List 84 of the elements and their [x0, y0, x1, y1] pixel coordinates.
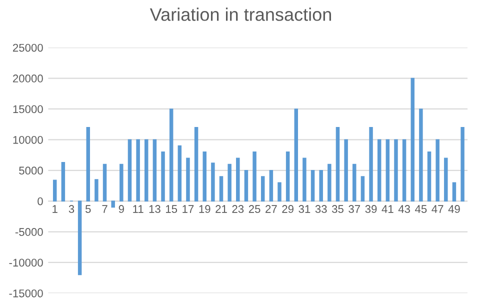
- bar: [286, 152, 290, 202]
- x-tick-label: 39: [365, 205, 377, 213]
- bar: [360, 176, 365, 202]
- y-tick-label: 5000: [19, 166, 43, 175]
- x-tick-label: 23: [232, 205, 244, 213]
- bar: [352, 164, 356, 202]
- x-tick-label: 41: [382, 205, 394, 213]
- x-tick-label: 35: [332, 205, 344, 213]
- y-tick-label: -5000: [15, 228, 43, 236]
- bar: [260, 176, 265, 202]
- x-tick-label: 27: [266, 205, 277, 213]
- bar: [136, 139, 140, 202]
- bar: [161, 152, 165, 202]
- x-tick-label: 9: [118, 205, 124, 213]
- x-tick-label: 15: [166, 205, 178, 213]
- y-tick-label: -15000: [9, 289, 43, 298]
- x-tick-label: 47: [432, 205, 444, 213]
- x-tick-label: 17: [182, 205, 194, 213]
- bar: [236, 158, 240, 202]
- x-tick-label: 37: [348, 205, 360, 213]
- bar: [394, 139, 398, 202]
- bar: [427, 152, 432, 202]
- bar: [460, 126, 464, 202]
- x-tick-label: 19: [199, 205, 210, 213]
- x-tick-label: 31: [298, 205, 310, 213]
- bar: [228, 164, 232, 202]
- bar: [111, 200, 115, 208]
- bar: [186, 158, 190, 202]
- x-tick-label: 5: [85, 205, 91, 213]
- y-tick-label: -10000: [9, 258, 43, 267]
- y-tick-label: 20000: [13, 74, 43, 82]
- bar: [102, 164, 107, 202]
- bar: [302, 158, 306, 202]
- bar: [294, 108, 298, 202]
- x-tick-label: 43: [398, 205, 410, 213]
- x-tick-label: 49: [448, 205, 460, 213]
- x-tick-label: 25: [248, 205, 260, 213]
- bar: [419, 108, 423, 202]
- bar: [444, 158, 448, 202]
- bar: [402, 139, 406, 202]
- bar: [86, 126, 90, 202]
- chart-title: Variation in transaction: [150, 8, 331, 21]
- y-tick-label: 25000: [13, 44, 43, 52]
- bar: [410, 78, 414, 202]
- x-tick-label: 7: [102, 205, 108, 213]
- bar: [94, 179, 98, 202]
- x-tick-label: 13: [149, 205, 160, 213]
- bar: [369, 126, 373, 202]
- bar: [344, 139, 348, 202]
- bar: [319, 170, 323, 202]
- y-tick-label: 0: [38, 197, 43, 206]
- bar: [377, 139, 382, 202]
- x-tick-label: 21: [216, 205, 227, 213]
- bar: [128, 139, 132, 202]
- bar: [52, 180, 57, 202]
- bar: [244, 170, 248, 202]
- x-tick-label: 1: [52, 205, 58, 213]
- bar: [278, 182, 282, 202]
- bar: [436, 139, 440, 202]
- bar: [269, 170, 274, 202]
- y-tick-label: 10000: [13, 136, 43, 144]
- bar: [328, 164, 332, 202]
- bar: [152, 139, 157, 202]
- bar: [252, 152, 256, 202]
- bar: [78, 200, 82, 276]
- x-tick-label: 33: [315, 205, 327, 213]
- bar: [202, 152, 206, 202]
- bar: [452, 182, 456, 202]
- y-tick-label: 15000: [13, 105, 43, 114]
- bar: [336, 126, 340, 202]
- x-tick-label: 29: [282, 205, 294, 213]
- bar: [169, 108, 174, 202]
- bar: [219, 176, 224, 202]
- x-tick-label: 3: [68, 205, 74, 213]
- bar: [178, 145, 182, 202]
- bar: [310, 170, 315, 202]
- x-tick-label: 11: [133, 205, 144, 213]
- bar: [120, 164, 124, 202]
- x-tick-label: 45: [415, 205, 427, 213]
- bar: [386, 139, 390, 202]
- bar: [61, 162, 66, 202]
- bar: [211, 162, 215, 202]
- bar: [194, 126, 198, 202]
- bar: [144, 139, 148, 202]
